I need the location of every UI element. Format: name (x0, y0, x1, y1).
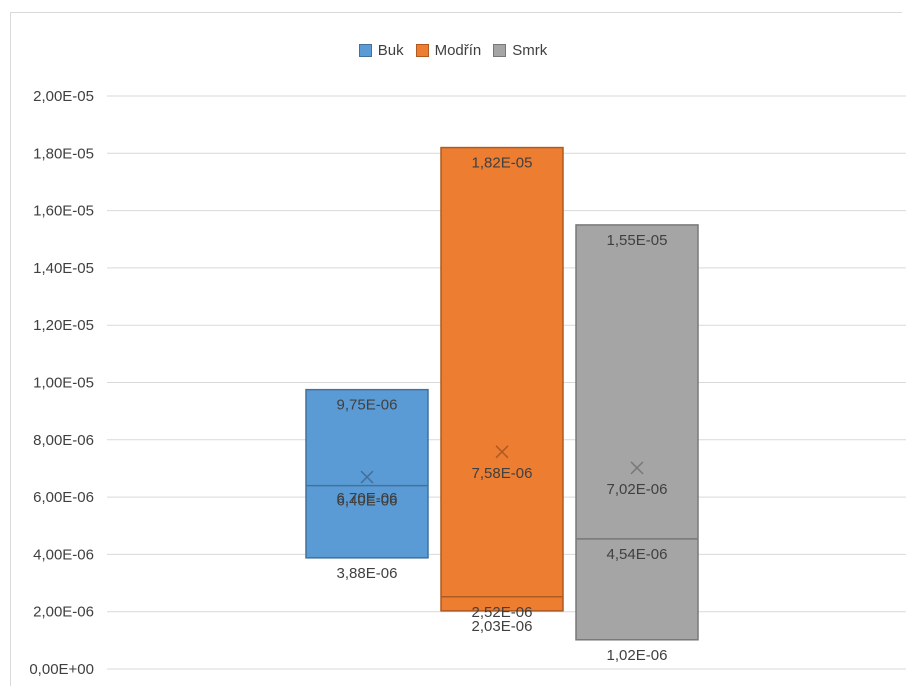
box-modrin: 1,82E-05 2,52E-06 7,58E-06 2,03E-06 (440, 146, 564, 635)
q3-label-buk: 9,75E-06 (337, 397, 398, 414)
y-tick-label: 1,60E-05 (33, 203, 94, 220)
median-label-modrin: 2,52E-06 (472, 604, 533, 621)
legend-label-buk: Buk (377, 42, 404, 59)
mean-marker-smrk (630, 461, 644, 475)
mean-marker-modrin (495, 445, 509, 459)
y-tick-label: 1,80E-05 (33, 145, 94, 162)
y-tick-label: 0,00E+00 (29, 661, 94, 678)
y-axis-tick-labels: 0,00E+00 2,00E-06 4,00E-06 6,00E-06 8,00E-06… (29, 88, 94, 678)
legend-label-modrin: Modřín (434, 42, 482, 59)
legend-swatch-smrk (493, 44, 507, 57)
boxes: 9,75E-06 6,40E-066,70E-06 3,88E-06 1,82E-05… (305, 146, 699, 664)
y-tick-label: 2,00E-05 (33, 88, 94, 105)
q3-label-modrin: 1,82E-05 (472, 155, 533, 172)
y-tick-label: 2,00E-06 (33, 604, 94, 621)
box-body-buk[interactable] (305, 388, 429, 559)
legend: Buk Modřín Smrk (0, 42, 906, 59)
mean-label-buk: 6,70E-06 (337, 490, 398, 507)
y-tick-label: 1,40E-05 (33, 260, 94, 277)
y-tick-label: 4,00E-06 (33, 546, 94, 563)
q3-label-smrk: 1,55E-05 (607, 232, 668, 249)
median-label-smrk: 4,54E-06 (607, 546, 668, 563)
q1-label-smrk: 1,02E-06 (607, 647, 668, 664)
mean-label-modrin: 7,58E-06 (472, 465, 533, 482)
y-tick-label: 6,00E-06 (33, 489, 94, 506)
y-tick-label: 8,00E-06 (33, 432, 94, 449)
legend-label-smrk: Smrk (512, 42, 548, 59)
box-body-smrk[interactable] (575, 224, 699, 641)
chart-frame (10, 12, 902, 686)
legend-swatch-buk (358, 44, 372, 57)
box-buk: 9,75E-06 6,40E-066,70E-06 3,88E-06 (305, 388, 429, 582)
legend-item-buk[interactable]: Buk (358, 42, 404, 59)
legend-item-smrk[interactable]: Smrk (493, 42, 547, 59)
legend-item-modrin[interactable]: Modřín (415, 42, 482, 59)
y-tick-label: 1,00E-05 (33, 375, 94, 392)
q1-label-buk: 3,88E-06 (337, 565, 398, 582)
box-smrk: 1,55E-05 4,54E-06 7,02E-06 1,02E-06 (575, 224, 699, 664)
legend-swatch-modrin (415, 44, 429, 57)
median-label-buk: 6,40E-06 (337, 493, 398, 510)
mean-label-smrk: 7,02E-06 (607, 481, 668, 498)
q1-label-modrin: 2,03E-06 (472, 618, 533, 635)
y-tick-label: 1,20E-05 (33, 317, 94, 334)
box-body-modrin[interactable] (440, 146, 564, 612)
mean-marker-buk (360, 470, 374, 484)
